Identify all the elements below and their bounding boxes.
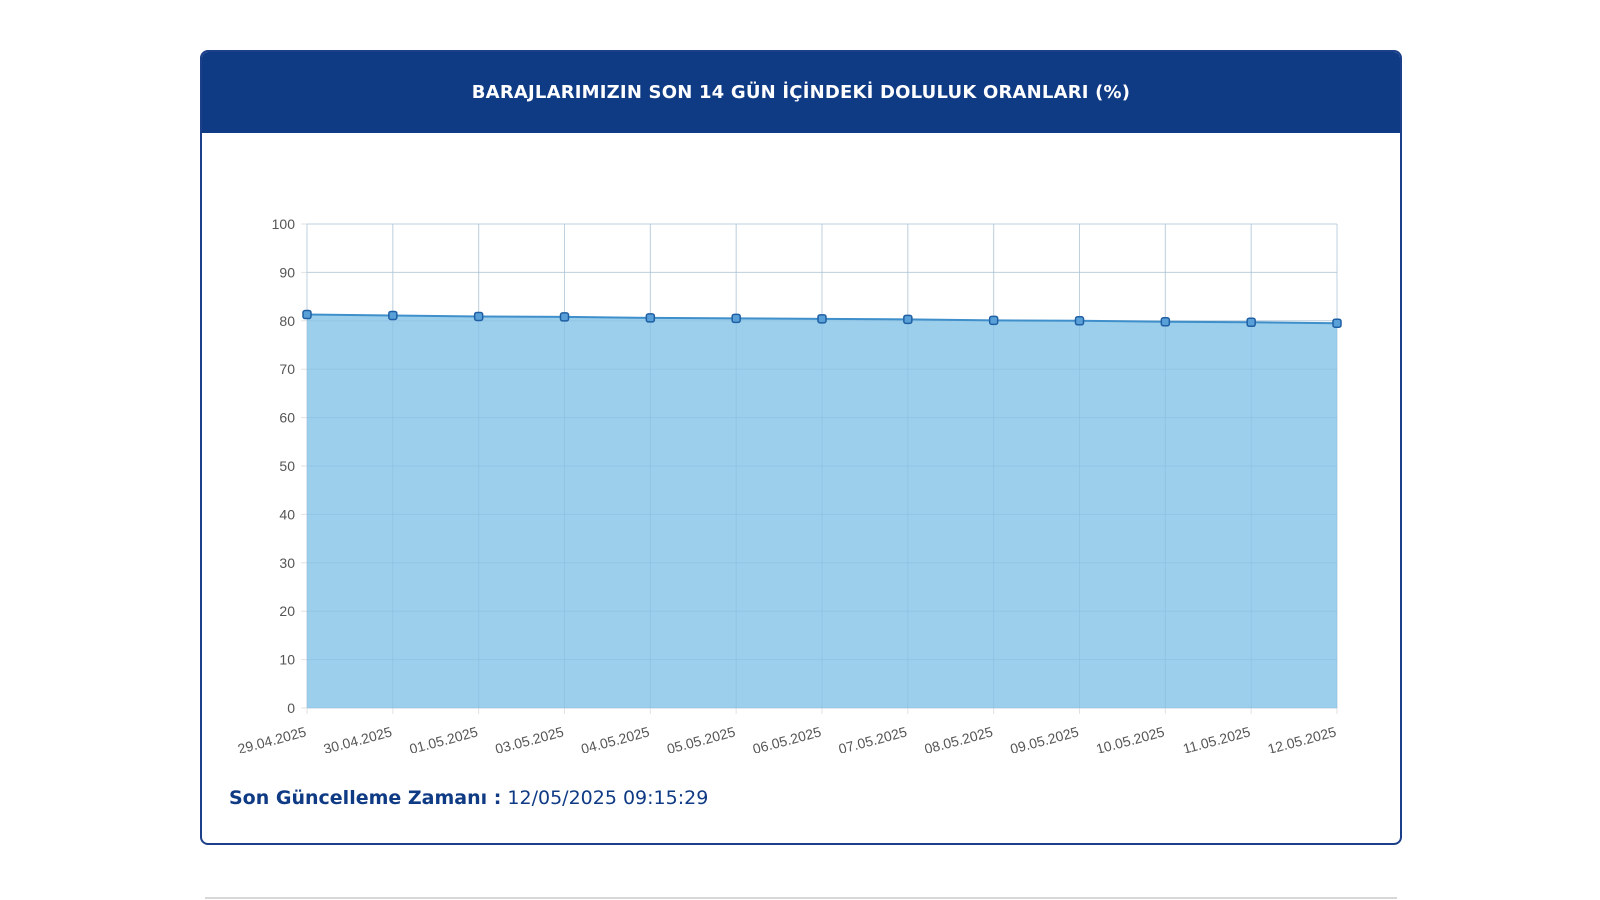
last-update-value: 12/05/2025 09:15:29	[507, 787, 709, 809]
dam-fill-chart: 0 10 20 30 40 50 60 70 80 90 100 29.04.2025 30.04.20…	[236, 216, 1342, 757]
data-point	[388, 310, 398, 321]
data-point	[1160, 317, 1171, 327]
data-point	[473, 311, 484, 322]
card-title: BARAJLARIMIZIN SON 14 GÜN İÇİNDEKİ DOLUL…	[471, 82, 1131, 103]
data-point	[1246, 317, 1256, 328]
x-tick-label: 09.05.2025	[1008, 723, 1080, 753]
series-area	[307, 314, 1337, 708]
x-tick-label: 29.04.2025	[236, 723, 308, 753]
x-tick-label: 05.05.2025	[665, 723, 737, 753]
data-point	[302, 309, 312, 320]
x-tick-label: 04.05.2025	[579, 723, 651, 753]
last-update-label: Son Güncelleme Zamanı :	[229, 787, 502, 809]
x-tick-label: 07.05.2025	[837, 723, 909, 753]
data-point	[1332, 318, 1342, 328]
card-header: BARAJLARIMIZIN SON 14 GÜN İÇİNDEKİ DOLUL…	[202, 52, 1400, 133]
y-tick-label: 20	[279, 603, 295, 619]
data-point	[1074, 316, 1085, 326]
y-tick-label: 70	[279, 361, 295, 377]
x-tick-label: 01.05.2025	[408, 723, 480, 753]
y-tick-label: 60	[279, 410, 295, 426]
data-point	[731, 313, 741, 324]
y-tick-label: 90	[279, 264, 295, 280]
data-point	[645, 313, 656, 323]
x-tick-label: 10.05.2025	[1094, 723, 1166, 753]
data-point	[988, 315, 999, 326]
next-card-edge	[205, 897, 1397, 899]
data-point	[817, 314, 827, 324]
y-tick-label: 50	[279, 458, 295, 474]
x-tick-label: 30.04.2025	[322, 723, 394, 753]
y-tick-label: 40	[279, 506, 295, 522]
last-update: Son Güncelleme Zamanı : 12/05/2025 09:15…	[229, 787, 708, 809]
x-tick-label: 11.05.2025	[1181, 723, 1252, 753]
dam-fill-card: BARAJLARIMIZIN SON 14 GÜN İÇİNDEKİ DOLUL…	[200, 50, 1402, 845]
y-tick-label: 10	[279, 652, 295, 668]
chart-area: 0 10 20 30 40 50 60 70 80 90 100 29.04.2025 30.04.20…	[202, 133, 1400, 757]
data-point	[903, 314, 913, 325]
y-tick-label: 0	[287, 700, 295, 716]
y-tick-label: 80	[279, 313, 295, 329]
y-tick-label: 30	[279, 555, 295, 571]
y-tick-label: 100	[272, 216, 296, 232]
x-tick-label: 06.05.2025	[751, 723, 823, 753]
x-tick-label: 03.05.2025	[493, 723, 565, 753]
x-tick-label: 12.05.2025	[1266, 723, 1338, 753]
data-point	[559, 312, 570, 322]
x-tick-label: 08.05.2025	[923, 723, 995, 753]
